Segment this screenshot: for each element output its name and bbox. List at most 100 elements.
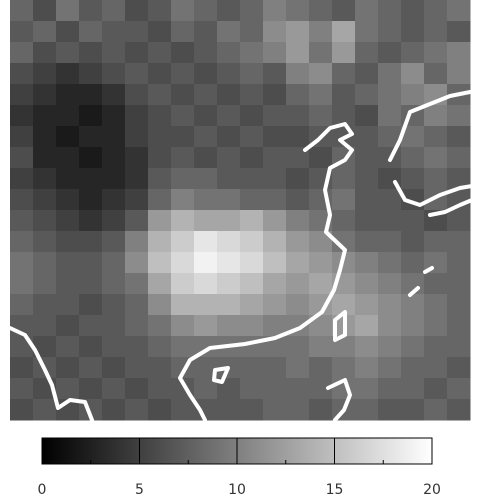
cell [125,189,149,211]
cell [217,315,241,337]
cell [263,378,287,400]
cell [79,147,103,169]
cell [447,21,471,43]
cell [148,399,172,421]
cell [378,357,402,379]
cell [79,315,103,337]
cell [263,294,287,316]
cell [148,105,172,127]
cell [194,84,218,106]
coastlines [8,90,474,422]
cell [171,63,195,85]
cell [309,231,333,253]
cell [332,21,356,43]
cell [56,273,80,295]
cell [332,105,356,127]
cell [447,105,471,127]
cell [401,252,425,274]
cell [194,357,218,379]
cell [332,168,356,190]
heatmap [10,0,471,421]
cell [217,399,241,421]
cell [217,42,241,64]
coastline [428,198,474,217]
cell [401,336,425,358]
cell [148,210,172,232]
cell [148,357,172,379]
cell [355,210,379,232]
cell [309,399,333,421]
cell [424,147,448,169]
cell [217,231,241,253]
cell [355,294,379,316]
cell [355,63,379,85]
cell [263,42,287,64]
colorbar-tick-label: 15 [326,482,344,498]
cell [10,126,34,148]
cell [56,336,80,358]
cell [33,273,57,295]
cell [401,0,425,22]
cell [33,168,57,190]
cell [10,147,34,169]
cell [355,126,379,148]
cell [240,84,264,106]
cell [79,210,103,232]
cell [240,0,264,22]
cell [263,210,287,232]
cell [309,378,333,400]
cell [56,105,80,127]
cell [424,294,448,316]
cell [447,210,471,232]
cell [10,399,34,421]
cell [194,126,218,148]
cell [125,0,149,22]
cell [217,0,241,22]
cell [56,63,80,85]
cell [378,231,402,253]
cell [10,378,34,400]
cell [102,273,126,295]
cell [125,294,149,316]
cell [401,210,425,232]
cell [240,105,264,127]
cell [263,168,287,190]
cell [148,147,172,169]
cell [125,63,149,85]
cell [171,126,195,148]
cell [10,231,34,253]
cell [79,357,103,379]
cell [194,252,218,274]
cell [240,63,264,85]
cell [171,231,195,253]
cell [56,189,80,211]
cell [401,168,425,190]
coastline [212,366,230,384]
cell [286,210,310,232]
cell [378,315,402,337]
cell [102,42,126,64]
cell [263,336,287,358]
cell [194,105,218,127]
cell [309,252,333,274]
cell [401,63,425,85]
cell [33,42,57,64]
cell [263,84,287,106]
cell [10,252,34,274]
cell [378,126,402,148]
cell [217,273,241,295]
cell [79,84,103,106]
cell [217,294,241,316]
cell [171,147,195,169]
cell [240,168,264,190]
colorbar-tick-label: 0 [38,482,47,498]
cell [79,105,103,127]
cell [286,105,310,127]
cell [401,357,425,379]
cell [102,210,126,232]
cell [332,42,356,64]
cell [102,189,126,211]
cell [10,105,34,127]
cell [102,0,126,22]
cell [447,168,471,190]
